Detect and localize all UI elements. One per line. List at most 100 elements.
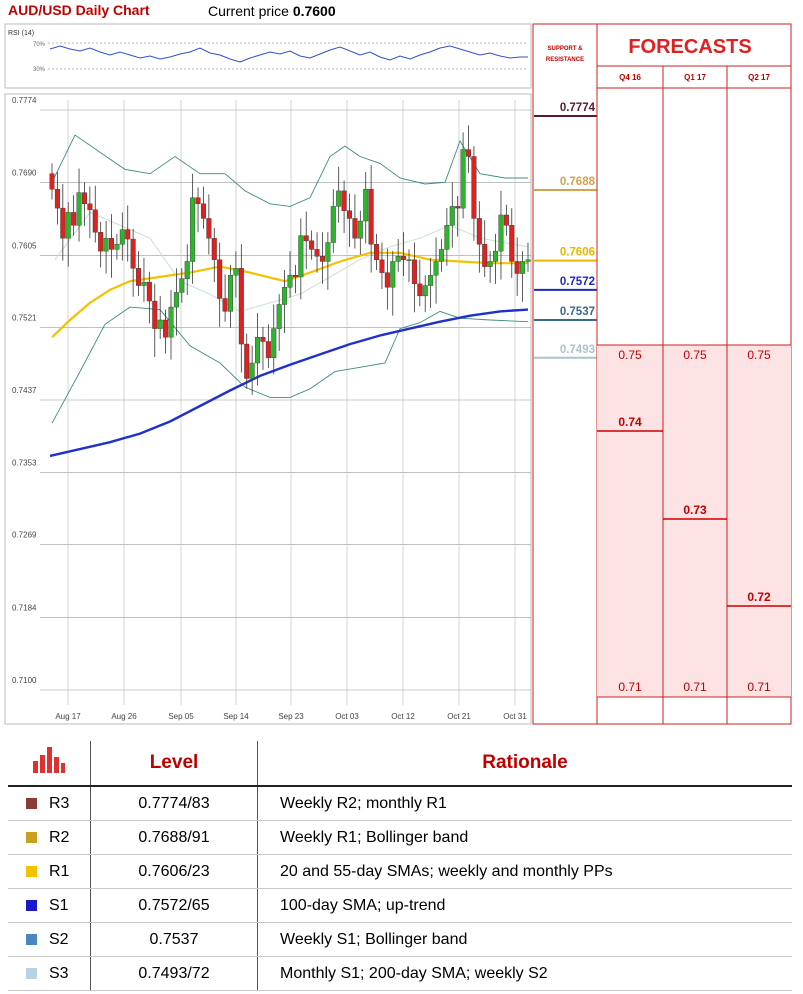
forecast-column-label: Q2 17 <box>748 73 770 82</box>
candle-body <box>108 238 114 250</box>
forecast-top-value: 0.75 <box>747 348 771 362</box>
row-code-cell: R1 <box>8 854 91 889</box>
candle-body <box>81 192 87 204</box>
x-tick-label: Sep 23 <box>278 712 304 721</box>
bollinger-upper-line <box>51 134 528 207</box>
row-code-cell: S3 <box>8 956 91 991</box>
x-tick-label: Sep 05 <box>168 712 194 721</box>
table-row: S3 0.7493/72 Monthly S1; 200-day SMA; week… <box>8 956 792 991</box>
candle-body <box>514 261 520 274</box>
x-tick-label: Oct 31 <box>503 712 527 721</box>
candle-body <box>444 225 450 250</box>
candle-body <box>384 272 390 288</box>
candle-body <box>152 300 158 329</box>
current-price-label: Current price <box>208 3 289 19</box>
candle-body <box>65 212 71 239</box>
candle-body <box>433 261 439 276</box>
color-swatch <box>26 899 37 911</box>
level-code: S2 <box>49 930 69 948</box>
candle-body <box>222 298 228 312</box>
candle-body <box>195 197 201 204</box>
level-value: 0.7537 <box>90 922 258 957</box>
candle-body <box>368 188 374 245</box>
table-header-icon-cell <box>8 741 91 787</box>
sma100-line <box>49 308 529 458</box>
candle-body <box>417 283 423 297</box>
candle-body <box>525 259 531 262</box>
rsi-line <box>49 45 528 63</box>
rationale-text: Weekly R2; monthly R1 <box>257 786 792 821</box>
rationale-text: 100-day SMA; up-trend <box>257 888 792 923</box>
candle-body <box>71 212 77 226</box>
candle-body <box>271 328 277 359</box>
row-code-cell: S1 <box>8 888 91 923</box>
level-code: S3 <box>49 964 69 982</box>
level-value: 0.7774/83 <box>90 786 258 821</box>
rationale-text: 20 and 55-day SMAs; weekly and monthly P… <box>257 854 792 889</box>
x-tick-label: Sep 14 <box>223 712 249 721</box>
candle-body <box>98 231 104 252</box>
row-code-cell: R2 <box>8 820 91 855</box>
level-code: R1 <box>49 862 70 880</box>
candle-body <box>130 238 136 269</box>
color-swatch <box>26 933 37 945</box>
candle-body <box>395 256 401 262</box>
rationale-text: Weekly R1; Bollinger band <box>257 820 792 855</box>
candle-body <box>260 336 266 342</box>
y-tick-label: 0.7605 <box>12 241 37 250</box>
color-swatch <box>26 865 37 877</box>
candle-body <box>255 336 261 364</box>
x-tick-label: Oct 03 <box>335 712 359 721</box>
candle-body <box>476 218 482 245</box>
candle-body <box>92 209 98 233</box>
forecast-bottom-value: 0.71 <box>683 680 707 694</box>
bollinger-lower-line <box>51 306 529 424</box>
row-code-cell: S2 <box>8 922 91 957</box>
candle-body <box>406 259 412 261</box>
forecast-top-value: 0.75 <box>683 348 707 362</box>
candle-body <box>303 235 309 242</box>
support-resistance-panel: SUPPORT & RESISTANCE 0.7774 0.7688 0.7606 0… <box>532 23 598 725</box>
indicator-lines <box>49 134 529 458</box>
candle-body <box>103 238 109 252</box>
candle-body <box>341 190 347 211</box>
levels-table: Level Rationale R3 0.7774/83 Weekly R2; mo… <box>8 741 792 991</box>
candle-body <box>136 268 142 286</box>
candle-body <box>352 218 358 239</box>
candle-body <box>503 214 509 226</box>
sr-level-value: 0.7572 <box>560 276 595 288</box>
candle-body <box>146 281 152 302</box>
y-tick-label: 0.7184 <box>12 604 37 613</box>
y-tick-label: 0.7100 <box>12 676 37 685</box>
chart-panel: AUD/USD Daily Chart Current price 0.7600… <box>4 2 792 725</box>
row-code-cell: R3 <box>8 786 91 821</box>
sr-level-value: 0.7606 <box>560 247 595 259</box>
level-code: S1 <box>49 896 69 914</box>
forecast-bottom-value: 0.71 <box>747 680 771 694</box>
candle-body <box>357 220 363 239</box>
candle-body <box>227 275 233 312</box>
candle-body <box>157 319 163 329</box>
candle-body <box>282 287 288 305</box>
price-plot-frame <box>4 93 532 725</box>
candle-body <box>401 256 407 260</box>
candle-body <box>287 275 293 288</box>
candle-body <box>422 285 428 297</box>
candle-body <box>379 259 385 273</box>
candle-body <box>190 197 196 262</box>
candlestick-series <box>49 125 531 395</box>
sma55-line <box>51 251 528 338</box>
level-code: R2 <box>49 828 70 846</box>
rsi-tick-30: 30% <box>33 67 46 73</box>
candle-body <box>374 244 380 260</box>
candle-body <box>520 261 526 274</box>
candle-body <box>179 278 185 293</box>
level-value: 0.7572/65 <box>90 888 258 923</box>
candle-body <box>60 207 66 239</box>
rsi-tick-70: 70% <box>33 42 46 48</box>
forecast-value: 0.73 <box>683 503 707 517</box>
candle-body <box>163 319 169 338</box>
candle-body <box>173 292 179 308</box>
candle-body <box>314 249 320 257</box>
candle-body <box>390 261 396 288</box>
